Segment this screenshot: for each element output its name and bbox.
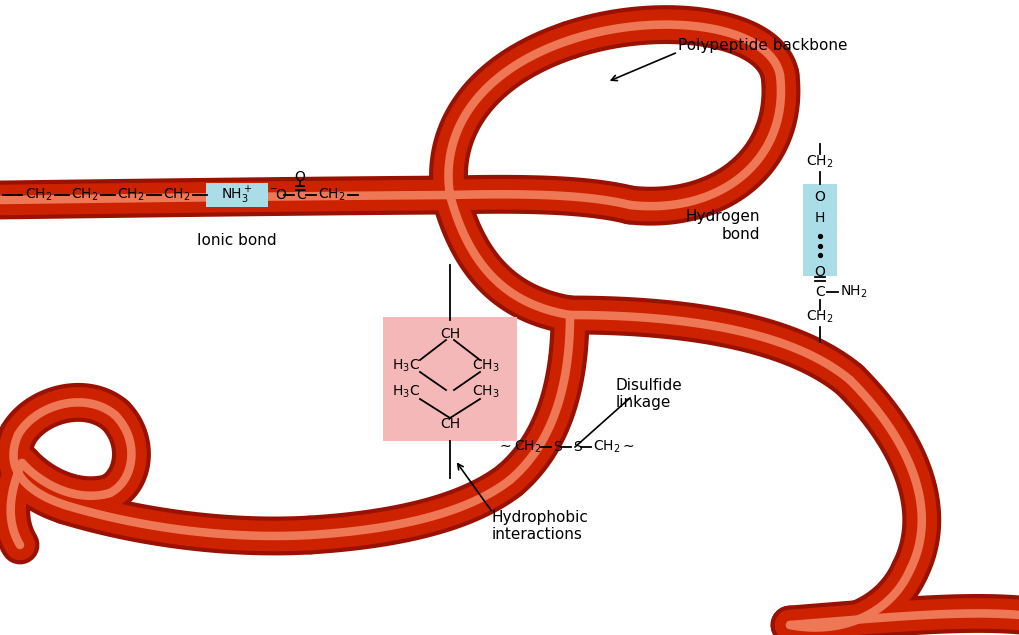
Text: CH$_2$: CH$_2$ <box>25 187 52 203</box>
Text: CH$_2$: CH$_2$ <box>71 187 99 203</box>
Text: CH$_2$: CH$_2$ <box>318 187 345 203</box>
Text: Hydrogen
bond: Hydrogen bond <box>685 210 759 242</box>
Text: CH$_3$: CH$_3$ <box>472 384 499 400</box>
FancyBboxPatch shape <box>206 183 268 207</box>
Text: C: C <box>296 188 306 202</box>
Text: CH: CH <box>439 327 460 341</box>
Text: Disulfide
linkage: Disulfide linkage <box>615 378 682 410</box>
Text: Ionic bond: Ionic bond <box>197 233 276 248</box>
Text: S: S <box>573 440 581 454</box>
Text: C: C <box>814 285 824 299</box>
Text: CH$_2$: CH$_2$ <box>805 154 833 170</box>
FancyBboxPatch shape <box>802 184 837 276</box>
Text: CH: CH <box>439 417 460 431</box>
Text: NH$_2$: NH$_2$ <box>840 284 867 300</box>
Text: O: O <box>814 190 824 204</box>
Text: NH$_3^+$: NH$_3^+$ <box>221 184 253 206</box>
Text: H$_3$C: H$_3$C <box>391 384 420 400</box>
Text: CH$_2$: CH$_2$ <box>163 187 191 203</box>
Text: CH$_2$: CH$_2$ <box>117 187 145 203</box>
Text: H: H <box>814 211 824 225</box>
FancyBboxPatch shape <box>382 317 517 441</box>
Text: O: O <box>814 265 824 279</box>
Text: Polypeptide backbone: Polypeptide backbone <box>678 37 847 53</box>
Text: CH$_2$: CH$_2$ <box>805 309 833 325</box>
Text: CH$_3$: CH$_3$ <box>472 358 499 374</box>
Text: $^-$: $^-$ <box>268 185 278 199</box>
Text: O: O <box>294 170 305 184</box>
Text: Hydrophobic
interactions: Hydrophobic interactions <box>491 510 588 542</box>
Text: S: S <box>552 440 561 454</box>
Text: $\sim$CH$_2$: $\sim$CH$_2$ <box>496 439 541 455</box>
Text: H$_3$C: H$_3$C <box>391 358 420 374</box>
Text: O: O <box>275 188 285 202</box>
Text: CH$_2$$\sim$: CH$_2$$\sim$ <box>592 439 634 455</box>
